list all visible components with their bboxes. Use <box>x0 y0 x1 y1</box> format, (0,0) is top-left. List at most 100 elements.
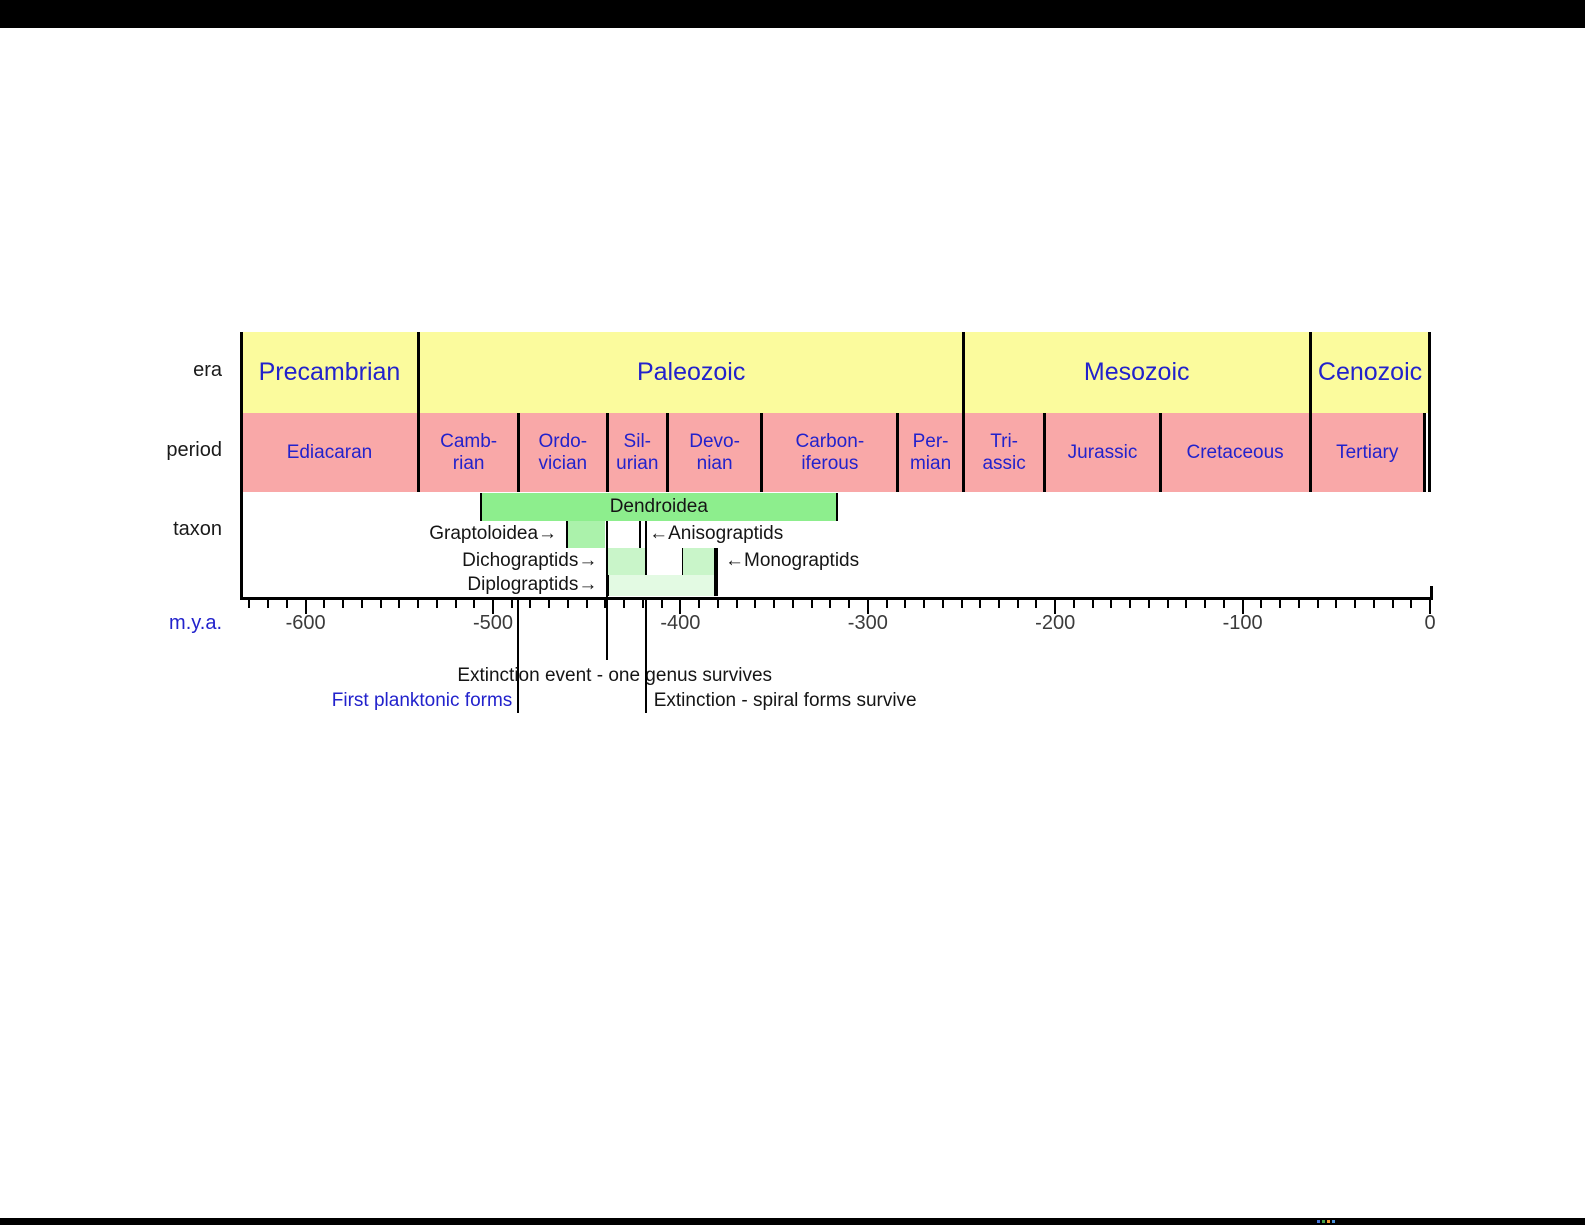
time-axis-end-stub <box>1430 586 1433 600</box>
period-boundary-line-sil-urian <box>605 413 609 492</box>
period-boundary-line-devo-nian <box>665 413 669 492</box>
axis-minor-tick-320 <box>829 600 832 608</box>
event-line-first-planktonic-forms-seg0 <box>517 597 520 713</box>
axis-minor-tick-120 <box>1204 600 1207 608</box>
axis-major-tick-0 <box>1429 600 1431 614</box>
axis-minor-tick-270 <box>923 600 926 608</box>
axis-minor-tick-520 <box>454 600 457 608</box>
taxon-label-left-diplograptids: Diplograptids→ <box>467 574 598 596</box>
event-annotation-extinction-spiral-forms-survive: Extinction - spiral forms survive <box>653 690 917 711</box>
axis-minor-tick-550 <box>398 600 401 608</box>
period-box-tri-assic <box>963 413 1045 492</box>
axis-minor-tick-570 <box>360 600 363 608</box>
period-boundary-line-tri-assic <box>961 413 965 492</box>
axis-tick-label-500: -500 <box>472 612 514 634</box>
taxon-bar-edge-right-dendroidea-seg0 <box>835 492 839 521</box>
era-boundary-line-paleozoic <box>417 332 421 492</box>
axis-minor-tick-610 <box>285 600 288 608</box>
period-boundary-line-per-mian <box>896 413 900 492</box>
event-line-extinction-spiral-forms-survive-seg1 <box>644 597 647 713</box>
event-line-extinction-spiral-forms-survive-seg0 <box>644 520 647 575</box>
taxon-bar-edge-right-graptoloidea-anisograptids-seg1 <box>638 520 642 548</box>
plot-frame-left-border <box>240 332 243 600</box>
period-label-tri-assic: Tri- assic <box>982 430 1026 474</box>
era-label-mesozoic: Mesozoic <box>1083 358 1190 386</box>
axis-minor-tick-450 <box>585 600 588 608</box>
axis-minor-tick-90 <box>1260 600 1263 608</box>
axis-minor-tick-50 <box>1335 600 1338 608</box>
era-label-paleozoic: Paleozoic <box>636 358 746 386</box>
period-boundary-line-ordo-vician <box>516 413 520 492</box>
axis-minor-tick-260 <box>941 600 944 608</box>
period-label-camb-rian: Camb- rian <box>440 430 498 474</box>
axis-minor-tick-290 <box>885 600 888 608</box>
period-boundary-line-camb-rian <box>417 413 421 492</box>
axis-tick-label-400: -400 <box>660 612 701 634</box>
period-label-jurassic: Jurassic <box>1067 441 1138 463</box>
period-label-cretaceous: Cretaceous <box>1186 441 1284 463</box>
axis-minor-tick-620 <box>267 600 270 608</box>
axis-minor-tick-250 <box>960 600 963 608</box>
axis-minor-tick-150 <box>1147 600 1150 608</box>
axis-minor-tick-60 <box>1316 600 1319 608</box>
bottom-bar-logo-dot-3 <box>1332 1220 1335 1223</box>
period-box-camb-rian <box>418 413 519 492</box>
period-label-tertiary: Tertiary <box>1336 441 1399 463</box>
taxon-bar-edge-left-dendroidea-seg0 <box>479 492 483 521</box>
axis-minor-tick-220 <box>1016 600 1019 608</box>
axis-major-tick-100 <box>1241 600 1244 614</box>
axis-minor-tick-190 <box>1072 600 1075 608</box>
taxon-bar-dendroidea-seg0 <box>480 492 837 521</box>
period-label-per-mian: Per- mian <box>909 430 952 474</box>
period-label-ediacaran: Ediacaran <box>286 441 373 463</box>
bottom-bar-logo-dot-0 <box>1317 1220 1320 1223</box>
axis-minor-tick-310 <box>848 600 851 608</box>
period-box-ordo-vician <box>518 413 608 492</box>
bottom-bar-logo-dot-1 <box>1322 1220 1325 1223</box>
axis-minor-tick-240 <box>979 600 982 608</box>
taxon-bar-graptoloidea-anisograptids-seg0 <box>567 520 606 548</box>
axis-minor-tick-130 <box>1185 600 1188 608</box>
period-label-sil-urian: Sil- urian <box>616 430 659 474</box>
top-letterbox-bar <box>0 0 1585 28</box>
period-box-tertiary <box>1310 413 1425 492</box>
axis-minor-tick-430 <box>623 600 626 608</box>
axis-tick-label-0: 0 <box>1424 612 1436 634</box>
period-box-carbon-iferous <box>761 413 898 492</box>
axis-minor-tick-370 <box>735 600 738 608</box>
period-box-cretaceous <box>1160 413 1311 492</box>
axis-minor-tick-460 <box>566 600 569 608</box>
plot-frame-right-border <box>1427 332 1431 492</box>
axis-minor-tick-590 <box>323 600 326 608</box>
era-label-precambrian: Precambrian <box>258 358 401 386</box>
bottom-letterbox-bar <box>0 1218 1585 1225</box>
axis-unit-label-mya: m.y.a. <box>169 612 222 634</box>
bottom-bar-logo-dot-2 <box>1327 1220 1330 1223</box>
axis-tick-label-300: -300 <box>847 612 888 634</box>
axis-minor-tick-20 <box>1391 600 1394 608</box>
axis-minor-tick-110 <box>1222 600 1225 608</box>
era-box-mesozoic <box>963 332 1311 413</box>
taxon-label-left-graptoloidea-anisograptids: Graptoloidea→ <box>429 523 558 544</box>
axis-major-tick-500 <box>492 600 494 614</box>
axis-minor-tick-180 <box>1091 600 1094 608</box>
taxon-label-left-dichograptids-monograptids: Dichograptids→ <box>462 550 598 571</box>
axis-minor-tick-70 <box>1297 600 1300 608</box>
axis-minor-tick-140 <box>1166 600 1169 608</box>
axis-minor-tick-510 <box>473 600 476 608</box>
axis-minor-tick-30 <box>1372 600 1375 608</box>
axis-tick-label-600: -600 <box>285 612 326 634</box>
period-boundary-line-tertiary <box>1308 413 1312 492</box>
axis-minor-tick-380 <box>716 600 719 608</box>
period-boundary-line-carbon-iferous <box>760 413 764 492</box>
axis-minor-tick-480 <box>529 600 532 608</box>
period-label-devo-nian: Devo- nian <box>689 430 740 474</box>
axis-minor-tick-530 <box>435 600 438 608</box>
taxon-bar-dichograptids-monograptids-seg2 <box>683 547 716 575</box>
taxon-bar-diplograptids-seg0 <box>607 574 716 596</box>
period-boundary-line-cretaceous <box>1158 413 1162 492</box>
period-box-jurassic <box>1044 413 1161 492</box>
axis-minor-tick-280 <box>904 600 907 608</box>
era-boundary-line-cenozoic <box>1308 332 1312 492</box>
